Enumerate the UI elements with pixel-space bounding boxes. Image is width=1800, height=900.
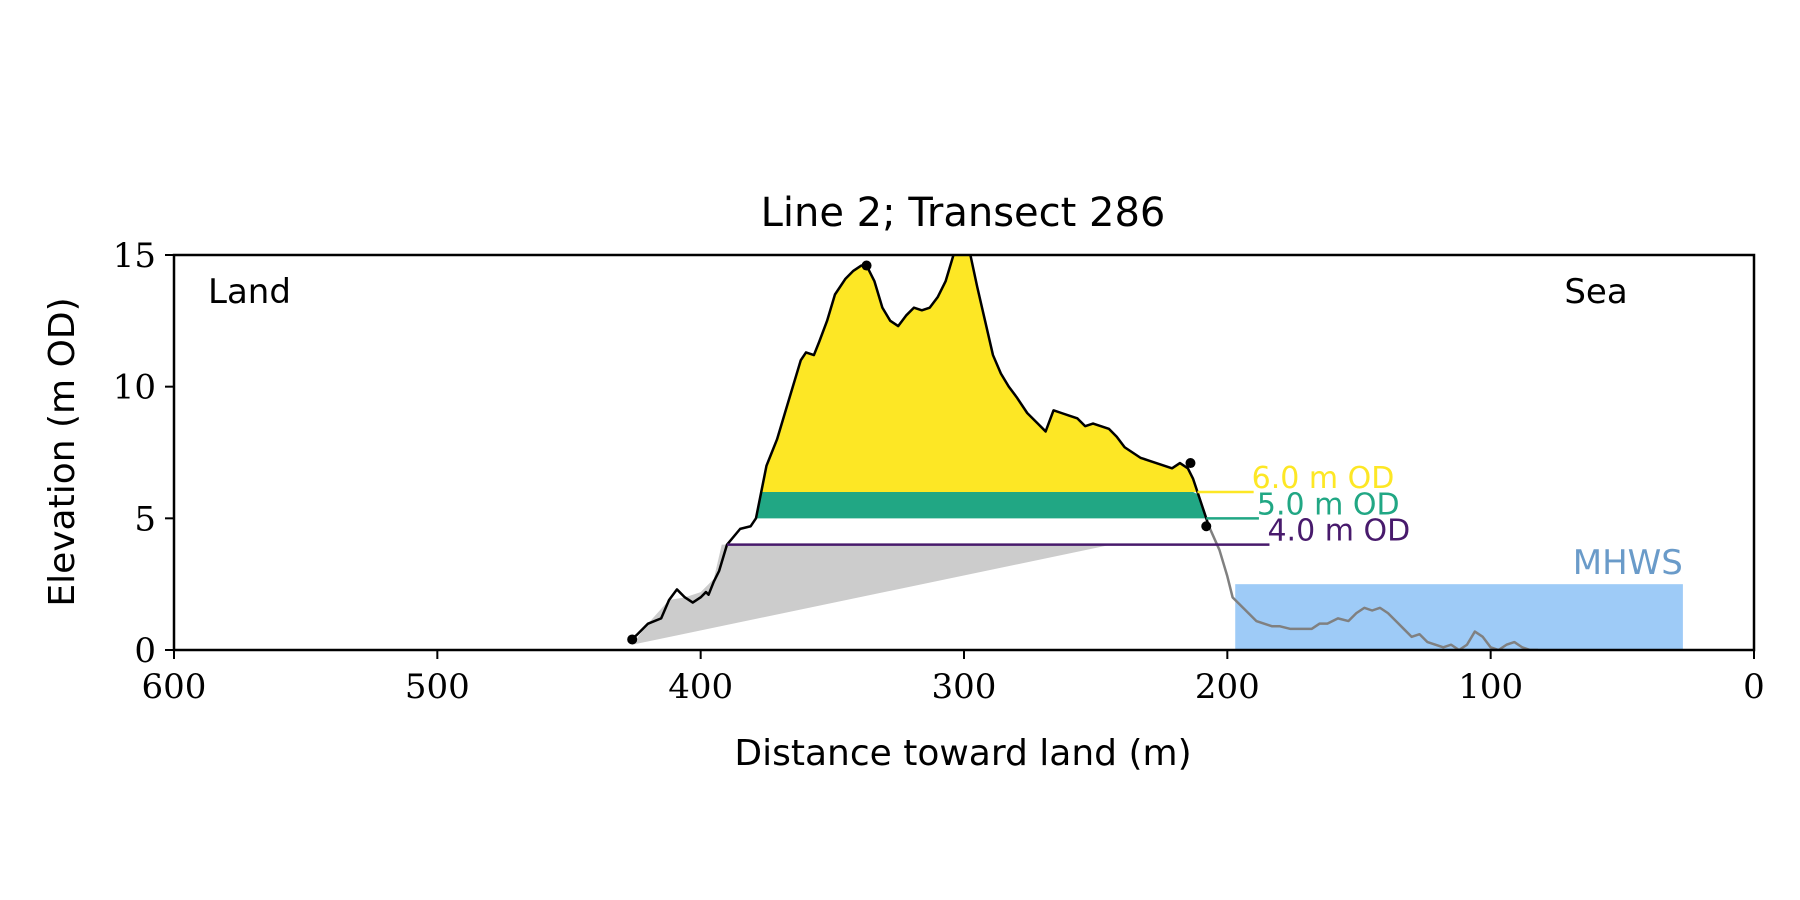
key-point-0 <box>627 634 638 645</box>
band-fill-1 <box>755 492 1207 519</box>
y-tick-label-3: 15 <box>113 236 156 276</box>
profile-line <box>631 255 1211 641</box>
axes: 600 500 400 300 200 100 0 0 5 10 15 <box>113 236 1765 707</box>
y-tick-label-0: 0 <box>134 631 156 671</box>
y-axis-label: Elevation (m OD) <box>42 297 83 606</box>
x-tick-label-6: 0 <box>1743 667 1765 707</box>
x-tick-label-3: 300 <box>932 667 997 707</box>
band-label-1: 5.0 m OD <box>1257 487 1400 522</box>
land-annotation: Land <box>208 272 291 312</box>
y-tick-label-2: 10 <box>113 368 156 408</box>
chart-title: Line 2; Transect 286 <box>761 190 1166 236</box>
mhws-area <box>1235 584 1683 650</box>
key-point-1 <box>861 260 872 271</box>
y-tick-label-1: 5 <box>134 499 156 539</box>
x-tick-label-5: 100 <box>1458 667 1523 707</box>
mhws-label: MHWS <box>1573 543 1683 583</box>
band-fill-2 <box>761 255 1198 492</box>
band-label-0: 4.0 m OD <box>1267 514 1410 549</box>
x-tick-label-4: 200 <box>1195 667 1260 707</box>
x-tick-label-0: 600 <box>142 667 207 707</box>
x-axis-label: Distance toward land (m) <box>734 733 1191 774</box>
x-tick-label-1: 500 <box>405 667 470 707</box>
key-point-2 <box>1185 458 1196 469</box>
below-threshold-area <box>632 544 1112 645</box>
key-point-3 <box>1201 521 1212 532</box>
sea-annotation: Sea <box>1564 272 1627 312</box>
band-label-2: 6.0 m OD <box>1252 461 1395 496</box>
seaward-profile-line <box>1207 525 1539 650</box>
plot-area <box>627 255 1683 650</box>
x-tick-label-2: 400 <box>668 667 733 707</box>
